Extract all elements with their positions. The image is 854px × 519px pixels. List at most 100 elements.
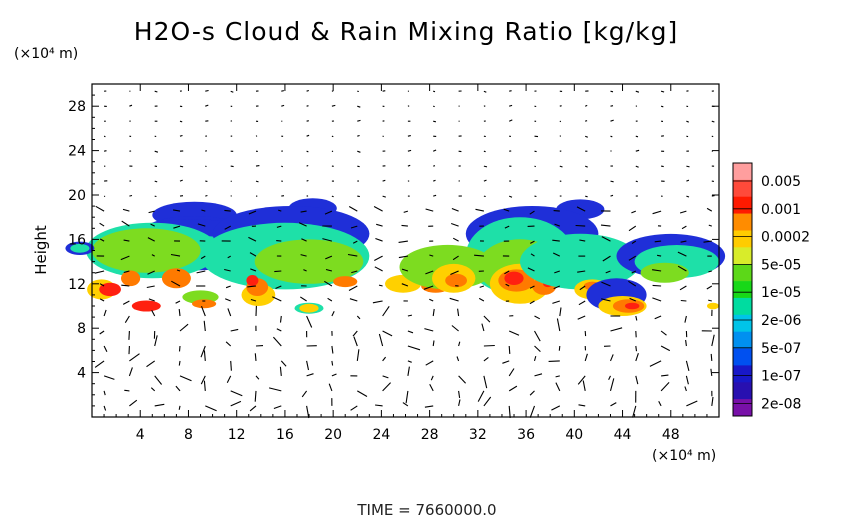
wind-vector-513 xyxy=(680,299,687,302)
wind-vector-71 xyxy=(179,323,189,332)
wind-vector-462 xyxy=(632,405,637,418)
colorbar-swatch-7 xyxy=(733,281,752,299)
wind-vector-383 xyxy=(527,267,535,272)
wind-vector-424 xyxy=(577,315,586,320)
wind-vector-228 xyxy=(348,285,358,291)
y-tick-label-20: 20 xyxy=(68,188,86,204)
wind-vector-537 xyxy=(708,270,712,273)
wind-vector-540 xyxy=(708,224,712,227)
wind-vector-55 xyxy=(147,237,155,242)
wind-vector-82 xyxy=(179,165,184,168)
wind-vector-170 xyxy=(281,165,284,168)
wind-vector-84 xyxy=(179,134,183,137)
wind-vector-451 xyxy=(601,236,611,242)
wind-vector-159 xyxy=(276,328,282,332)
wind-vector-382 xyxy=(529,285,535,289)
wind-vector-405 xyxy=(554,270,560,274)
wind-vector-35 xyxy=(122,208,130,212)
wind-vector-192 xyxy=(306,164,309,167)
wind-vector-522 xyxy=(686,165,690,168)
wind-vector-301 xyxy=(433,179,436,182)
cloud-region-37 xyxy=(504,271,524,285)
wind-vector-90 xyxy=(200,375,206,385)
cloud-region-8 xyxy=(99,282,121,297)
wind-vector-4 xyxy=(103,345,108,352)
wind-vector-360 xyxy=(505,283,510,287)
y-tick-label-24: 24 xyxy=(68,144,86,160)
wind-vector-162 xyxy=(275,285,282,290)
x-tick-label-16: 16 xyxy=(276,427,294,443)
wind-vector-46 xyxy=(154,375,163,385)
wind-vector-536 xyxy=(706,285,713,290)
wind-vector-141 xyxy=(250,268,257,272)
y-tick-label-28: 28 xyxy=(68,99,86,115)
wind-vector-355 xyxy=(502,360,510,364)
colorbar-swatch-13 xyxy=(733,382,752,400)
wind-vector-479 xyxy=(635,149,640,152)
wind-vector-36 xyxy=(129,194,133,197)
wind-vector-356 xyxy=(508,345,511,354)
y-unit: (×10⁴ m) xyxy=(14,46,78,62)
wind-vector-308 xyxy=(458,399,461,407)
wind-vector-504 xyxy=(660,105,664,108)
wind-vector-381 xyxy=(529,300,535,305)
x-axis: 4 8 12 16 20 24 28 32 36 40 44 48 xyxy=(103,84,708,443)
colorbar-swatch-6 xyxy=(733,264,752,282)
wind-vector-340 xyxy=(474,254,484,257)
wind-vector-425 xyxy=(578,300,586,306)
wind-vector-9 xyxy=(94,270,105,274)
wind-vector-296 xyxy=(429,254,434,257)
wind-vector-272 xyxy=(401,283,409,287)
wind-vector-434 xyxy=(584,165,588,168)
cloud-region-40 xyxy=(520,233,641,290)
wind-vector-416 xyxy=(559,105,562,107)
wind-vector-205 xyxy=(327,297,333,302)
wind-vector-75 xyxy=(176,269,181,272)
wind-vector-509 xyxy=(685,360,690,372)
wind-vectors xyxy=(94,89,715,419)
wind-vector-404 xyxy=(553,285,561,290)
colorbar-swatch-1 xyxy=(733,179,752,198)
wind-vector-390 xyxy=(534,165,536,168)
wind-vector-47 xyxy=(146,360,156,368)
wind-vector-491 xyxy=(652,297,662,302)
wind-vector-42 xyxy=(129,104,133,107)
wind-vector-30 xyxy=(121,284,130,287)
wind-vector-512 xyxy=(684,315,687,323)
wind-vector-81 xyxy=(179,179,183,182)
wind-vector-507 xyxy=(684,386,687,392)
wind-vector-223 xyxy=(356,349,360,361)
wind-vector-129 xyxy=(230,120,233,122)
wind-vector-6 xyxy=(103,309,107,317)
wind-vector-50 xyxy=(151,309,156,317)
wind-vector-193 xyxy=(306,150,309,153)
wind-vector-293 xyxy=(429,298,434,302)
wind-vector-431 xyxy=(576,206,586,212)
wind-vector-208 xyxy=(325,255,333,260)
wind-vector-157 xyxy=(280,360,287,367)
wind-vector-51 xyxy=(148,298,155,302)
wind-vector-407 xyxy=(552,239,560,242)
wind-vector-119 xyxy=(224,268,231,272)
wind-vector-290 xyxy=(432,340,435,347)
y-axis-label: Height xyxy=(32,225,50,275)
wind-vector-109 xyxy=(205,89,209,92)
wind-vector-197 xyxy=(306,89,309,92)
wind-vector-315 xyxy=(449,297,459,302)
wind-vector-91 xyxy=(203,350,206,361)
wind-vector-11 xyxy=(99,238,105,242)
wind-vector-17 xyxy=(103,150,107,152)
wind-vector-420 xyxy=(577,375,586,385)
wind-vector-65 xyxy=(154,90,158,93)
wind-vector-189 xyxy=(300,210,307,213)
wind-vector-158 xyxy=(272,336,282,347)
wind-vector-218 xyxy=(331,104,336,107)
wind-vector-110 xyxy=(230,400,242,407)
wind-vector-280 xyxy=(407,164,411,167)
wind-vector-54 xyxy=(151,254,155,257)
wind-vector-126 xyxy=(230,165,234,168)
wind-vector-426 xyxy=(579,285,586,291)
wind-vector-351 xyxy=(483,90,487,93)
